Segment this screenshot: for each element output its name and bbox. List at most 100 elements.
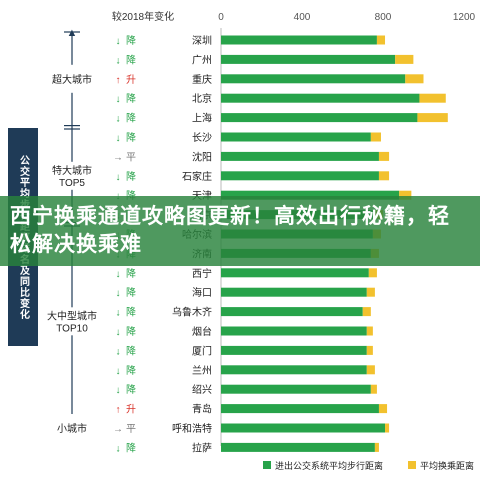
down-arrow-icon: ↓ <box>116 36 121 47</box>
down-arrow-icon: ↓ <box>116 346 121 357</box>
chart-row: 上海 ↓ 降 <box>116 112 448 125</box>
down-arrow-icon: ↓ <box>116 269 121 280</box>
change-label: 降 <box>126 325 136 338</box>
chart-row: 长沙 ↓ 降 <box>116 131 381 144</box>
legend: 进出公交系统平均步行距离 平均换乘距离 <box>263 460 474 471</box>
x-tick-label: 1200 <box>453 12 476 23</box>
city-label: 乌鲁木齐 <box>172 306 212 319</box>
walk-distance-bar <box>221 54 396 64</box>
down-arrow-icon: ↓ <box>116 133 121 144</box>
city-label: 海口 <box>192 286 212 299</box>
up-arrow-icon: ↑ <box>116 405 121 416</box>
walk-distance-bar <box>221 190 400 200</box>
transfer-distance-bar <box>366 365 375 375</box>
walk-distance-bar <box>221 384 371 394</box>
walk-distance-bar <box>221 93 420 103</box>
chart-row: 石家庄 ↓ 降 <box>116 170 390 183</box>
change-label: 升 <box>126 404 136 416</box>
walk-distance-bar <box>221 132 371 142</box>
chart-row: 重庆 ↑ 升 <box>116 73 424 86</box>
down-arrow-icon: ↓ <box>116 55 121 66</box>
chart-row: 海口 ↓ 降 <box>116 286 375 299</box>
group-label-bg <box>44 414 100 442</box>
transfer-distance-bar <box>366 345 373 355</box>
transfer-distance-bar <box>370 384 377 394</box>
city-label: 上海 <box>192 112 212 125</box>
banner-title: 西宁换乘通道攻略图更新！高效出行秘籍，轻松解决换乘难 <box>10 205 450 256</box>
up-arrow-icon: ↑ <box>116 75 121 86</box>
down-arrow-icon: ↓ <box>116 288 121 299</box>
transfer-distance-bar <box>405 74 424 84</box>
legend-transfer-swatch <box>408 461 416 469</box>
down-arrow-icon: ↓ <box>116 172 121 183</box>
transfer-distance-bar <box>374 442 379 452</box>
transfer-distance-bar <box>378 171 390 181</box>
group-label-bg <box>44 307 100 336</box>
change-label: 降 <box>126 34 136 47</box>
walk-distance-bar <box>221 74 406 84</box>
walk-distance-bar <box>221 326 367 336</box>
chart-row: 西宁 ↓ 降 <box>116 267 377 280</box>
walk-distance-bar <box>221 307 363 317</box>
chart-row: 沈阳 → 平 <box>113 150 390 163</box>
legend-transfer-label: 平均换乘距离 <box>420 460 474 471</box>
walk-distance-bar <box>221 365 367 375</box>
city-label: 深圳 <box>192 35 212 47</box>
walk-distance-bar <box>221 268 369 278</box>
transfer-distance-bar <box>378 404 388 414</box>
chart-row: 兰州 ↓ 降 <box>116 364 375 377</box>
city-label: 拉萨 <box>192 441 212 454</box>
chart-row: 青岛 ↑ 升 <box>116 403 388 416</box>
transfer-distance-bar <box>366 287 375 297</box>
change-label: 降 <box>126 53 136 66</box>
transfer-distance-bar <box>370 132 381 142</box>
bracket-arrow-up-icon: ▲ <box>67 27 78 39</box>
city-label: 青岛 <box>192 403 212 416</box>
transfer-distance-bar <box>376 35 386 45</box>
chart-row: 厦门 ↓ 降 <box>116 344 373 357</box>
city-label: 呼和浩特 <box>172 423 212 435</box>
change-label: 降 <box>126 383 136 396</box>
legend-walk-label: 进出公交系统平均步行距离 <box>275 460 383 471</box>
transfer-distance-bar <box>395 54 414 64</box>
change-label: 降 <box>126 112 136 125</box>
change-label: 降 <box>126 131 136 144</box>
x-tick-label: 0 <box>218 12 224 23</box>
chart-row: 乌鲁木齐 ↓ 降 <box>116 306 371 319</box>
city-label: 石家庄 <box>182 170 212 183</box>
city-label: 沈阳 <box>192 150 212 163</box>
walk-distance-bar <box>221 35 377 45</box>
transfer-distance-bar <box>368 268 377 278</box>
city-label: 广州 <box>192 54 212 66</box>
chart-row: 深圳 ↓ 降 <box>116 34 386 47</box>
change-label: 降 <box>126 267 136 280</box>
group-label: 大中型城市 TOP10 <box>47 309 97 334</box>
change-label: 降 <box>126 441 136 454</box>
transfer-distance-bar <box>399 190 412 200</box>
walk-distance-bar <box>221 287 367 297</box>
change-label: 降 <box>126 170 136 183</box>
change-label: 降 <box>126 364 136 377</box>
down-arrow-icon: ↓ <box>116 308 121 319</box>
walk-distance-bar <box>221 345 367 355</box>
change-label: 降 <box>126 344 136 357</box>
transfer-distance-bar <box>419 93 446 103</box>
city-label: 绍兴 <box>192 383 212 396</box>
change-label: 升 <box>126 74 136 86</box>
chart-row: 北京 ↓ 降 <box>116 92 446 105</box>
walk-distance-bar <box>221 442 375 452</box>
walk-distance-bar <box>221 423 386 433</box>
transfer-distance-bar <box>362 307 371 317</box>
transfer-distance-bar <box>417 113 448 123</box>
change-label: 平 <box>126 152 136 163</box>
change-label: 平 <box>126 424 136 435</box>
city-label: 西宁 <box>192 267 212 280</box>
group-label-bg <box>44 161 100 190</box>
group-label-bg <box>44 64 100 93</box>
change-label: 降 <box>126 286 136 299</box>
flat-arrow-icon: → <box>113 424 123 435</box>
change-column-header: 较2018年变化 <box>112 10 174 23</box>
transfer-distance-bar <box>378 151 390 161</box>
down-arrow-icon: ↓ <box>116 366 121 377</box>
